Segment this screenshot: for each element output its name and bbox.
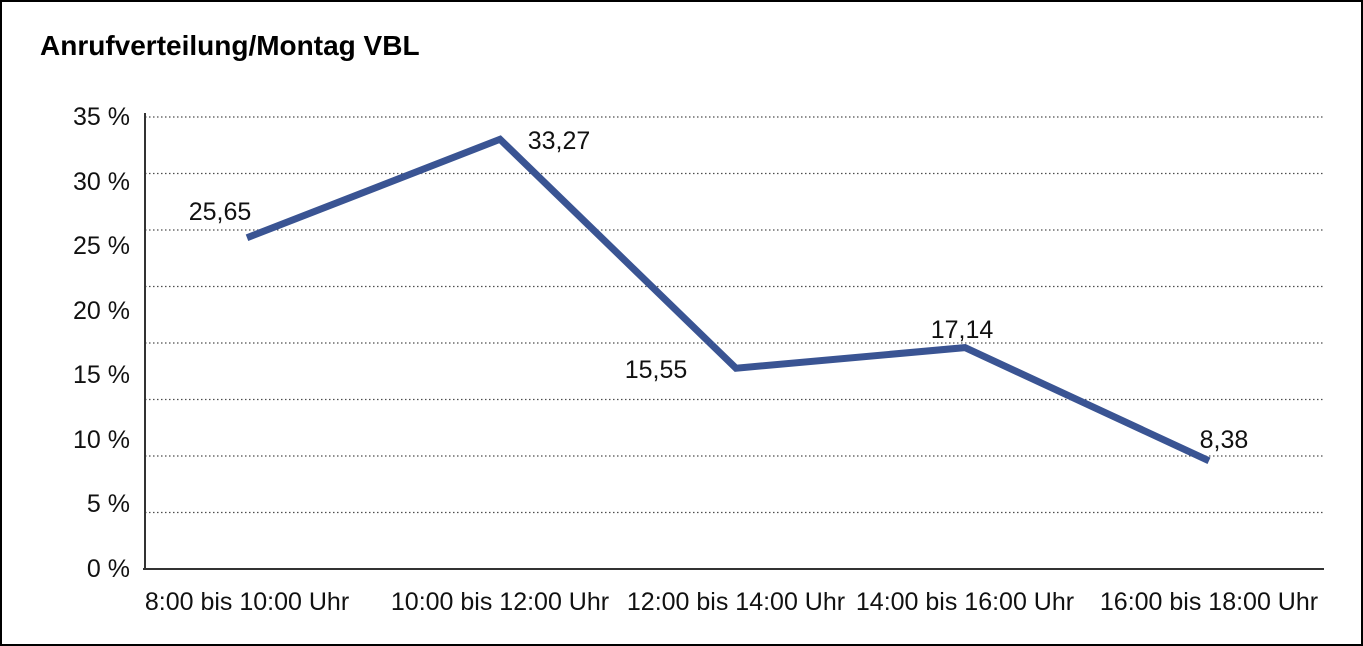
x-axis-label: 16:00 bis 18:00 Uhr <box>1099 588 1319 616</box>
data-point-label: 17,14 <box>930 316 994 344</box>
data-point-label: 33,27 <box>527 127 591 155</box>
y-tick-label: 25 % <box>73 232 130 261</box>
y-tick-label: 0 % <box>86 555 130 583</box>
x-axis-label: 12:00 bis 14:00 Uhr <box>626 588 846 616</box>
y-tick-label: 10 % <box>73 425 130 454</box>
gridlines <box>145 116 1324 514</box>
x-axis-label: 10:00 bis 12:00 Uhr <box>390 588 610 616</box>
y-tick-label: 35 % <box>73 103 130 131</box>
y-tick-label: 30 % <box>73 167 130 196</box>
y-tick-label: 5 % <box>86 490 130 519</box>
data-line <box>245 135 1211 464</box>
y-tick-label: 20 % <box>73 296 130 325</box>
x-axis-label: 8:00 bis 10:00 Uhr <box>144 588 350 616</box>
x-axis-label: 14:00 bis 16:00 Uhr <box>855 588 1075 616</box>
data-point-label: 25,65 <box>188 198 252 226</box>
chart-title: Anrufverteilung/Montag VBL <box>40 30 420 61</box>
data-point-label: 8,38 <box>1199 426 1249 454</box>
y-tick-label: 15 % <box>73 361 130 390</box>
data-point-label: 15,55 <box>624 356 688 384</box>
